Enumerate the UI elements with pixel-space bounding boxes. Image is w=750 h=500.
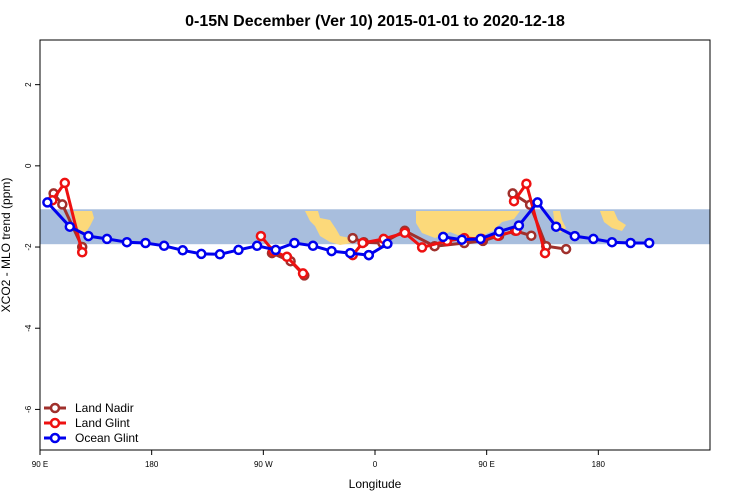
data-point bbox=[233, 244, 244, 256]
data-point bbox=[456, 234, 468, 245]
data-point bbox=[177, 245, 188, 256]
map-band-layer bbox=[40, 209, 710, 245]
data-point bbox=[76, 247, 88, 258]
data-point bbox=[196, 248, 207, 260]
data-point bbox=[416, 242, 428, 253]
legend-marker bbox=[49, 417, 61, 429]
land-masses bbox=[72, 211, 626, 245]
data-point bbox=[270, 244, 281, 256]
y-tick-label: -2 bbox=[24, 243, 33, 251]
legend-label: Land Glint bbox=[75, 416, 130, 430]
data-point bbox=[214, 249, 226, 260]
data-point bbox=[158, 240, 170, 252]
data-point bbox=[307, 240, 319, 252]
data-point bbox=[532, 197, 543, 208]
series-layer bbox=[42, 177, 655, 281]
data-point bbox=[326, 245, 337, 257]
land-mass bbox=[600, 211, 626, 231]
y-tick-label: 2 bbox=[24, 82, 33, 87]
data-point bbox=[588, 233, 599, 245]
x-tick-label: 180 bbox=[592, 460, 606, 469]
land-mass bbox=[305, 211, 352, 245]
y-axis-label: XCO2 - MLO trend (ppm) bbox=[0, 178, 13, 313]
x-tick-label: 90 E bbox=[478, 460, 494, 469]
data-point bbox=[363, 249, 375, 261]
data-point bbox=[251, 240, 263, 252]
x-tick-label: 180 bbox=[145, 460, 159, 469]
data-point bbox=[526, 230, 537, 241]
data-point bbox=[347, 232, 358, 244]
land-mass bbox=[416, 211, 520, 238]
data-point bbox=[121, 236, 133, 248]
data-point bbox=[550, 221, 562, 232]
data-point bbox=[42, 197, 53, 208]
data-point bbox=[521, 178, 532, 189]
data-point bbox=[140, 237, 151, 249]
series-ocean-glint bbox=[42, 197, 655, 261]
data-point bbox=[475, 233, 486, 245]
series-line bbox=[351, 229, 517, 257]
data-point bbox=[606, 236, 618, 248]
x-axis-label: Longitude bbox=[349, 477, 402, 491]
y-tick-label: 0 bbox=[24, 163, 33, 168]
data-point bbox=[539, 247, 551, 259]
y-tick-label: -4 bbox=[24, 324, 33, 332]
data-point bbox=[513, 220, 525, 231]
data-point bbox=[357, 237, 368, 249]
data-point bbox=[643, 237, 655, 249]
data-point bbox=[344, 247, 356, 259]
x-axis: 90 E 180 90 W 0 90 E 180 bbox=[32, 450, 606, 469]
data-point bbox=[437, 231, 449, 243]
x-tick-label: 90 E bbox=[32, 460, 48, 469]
data-point bbox=[83, 230, 94, 242]
data-point bbox=[59, 177, 71, 189]
data-point bbox=[281, 251, 293, 263]
chart-title: 0-15N December (Ver 10) 2015-01-01 to 20… bbox=[185, 13, 565, 30]
x-tick-label: 0 bbox=[373, 460, 378, 469]
legend-marker bbox=[49, 432, 61, 444]
data-point bbox=[569, 230, 581, 242]
data-point bbox=[57, 199, 68, 210]
data-point bbox=[64, 221, 76, 232]
data-point bbox=[382, 238, 393, 250]
data-point bbox=[625, 237, 636, 249]
data-point bbox=[289, 237, 300, 249]
data-point bbox=[101, 233, 113, 245]
data-point bbox=[255, 230, 267, 242]
data-point bbox=[508, 195, 520, 207]
x-tick-label: 90 W bbox=[254, 460, 273, 469]
y-tick-label: -6 bbox=[24, 405, 33, 413]
data-point bbox=[399, 227, 411, 239]
y-axis: 2 0 -2 -4 -6 bbox=[24, 82, 40, 413]
data-point bbox=[493, 226, 505, 237]
legend-label: Land Nadir bbox=[75, 401, 134, 415]
data-point bbox=[297, 268, 309, 279]
legend-marker bbox=[49, 402, 61, 414]
data-point bbox=[560, 243, 572, 255]
series-line bbox=[259, 235, 305, 275]
legend-label: Ocean Glint bbox=[75, 431, 139, 445]
land-mass bbox=[72, 211, 94, 233]
